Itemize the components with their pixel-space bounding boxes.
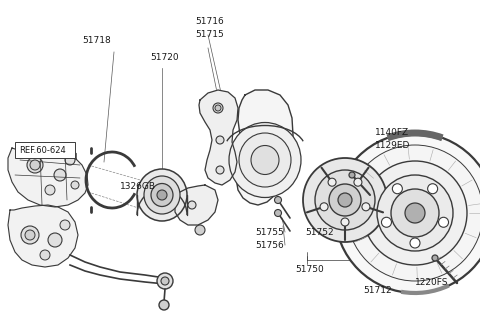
Circle shape: [347, 145, 480, 281]
Circle shape: [216, 136, 224, 144]
Text: 51712: 51712: [363, 286, 392, 295]
Circle shape: [54, 169, 66, 181]
Circle shape: [213, 103, 223, 113]
Ellipse shape: [229, 123, 301, 198]
Circle shape: [71, 181, 79, 189]
Circle shape: [159, 300, 169, 310]
Circle shape: [303, 158, 387, 242]
Text: 51718: 51718: [83, 36, 111, 45]
Text: 51756: 51756: [255, 241, 284, 250]
Circle shape: [275, 197, 281, 203]
Circle shape: [195, 225, 205, 235]
Circle shape: [161, 277, 169, 285]
Circle shape: [391, 189, 439, 237]
Circle shape: [382, 217, 392, 227]
Circle shape: [349, 172, 355, 178]
Circle shape: [26, 148, 34, 156]
Circle shape: [65, 155, 75, 165]
Polygon shape: [199, 90, 238, 185]
Circle shape: [328, 178, 336, 186]
Polygon shape: [8, 148, 88, 207]
Circle shape: [338, 193, 352, 207]
Circle shape: [157, 273, 173, 289]
Text: 51720: 51720: [150, 53, 179, 62]
Circle shape: [216, 166, 224, 174]
Text: 51752: 51752: [305, 228, 334, 237]
Ellipse shape: [239, 133, 291, 187]
Circle shape: [405, 203, 425, 223]
Circle shape: [432, 255, 438, 261]
Text: 1326GB: 1326GB: [120, 182, 156, 191]
Circle shape: [45, 185, 55, 195]
Polygon shape: [236, 90, 293, 205]
Circle shape: [25, 230, 35, 240]
Circle shape: [320, 203, 328, 211]
Circle shape: [30, 160, 40, 170]
Circle shape: [21, 226, 39, 244]
Circle shape: [410, 238, 420, 248]
Circle shape: [439, 217, 448, 227]
FancyBboxPatch shape: [15, 142, 75, 158]
Text: REF.60-624: REF.60-624: [19, 146, 66, 155]
Polygon shape: [8, 205, 78, 267]
Text: 51715: 51715: [195, 30, 224, 39]
Ellipse shape: [151, 183, 173, 206]
Circle shape: [392, 184, 402, 194]
Circle shape: [428, 184, 438, 194]
Circle shape: [275, 210, 281, 216]
Circle shape: [341, 218, 349, 226]
Text: 51750: 51750: [295, 265, 324, 274]
Polygon shape: [175, 185, 218, 225]
Circle shape: [315, 170, 375, 230]
Circle shape: [377, 175, 453, 251]
Circle shape: [363, 161, 467, 265]
Ellipse shape: [157, 190, 167, 200]
Circle shape: [48, 233, 62, 247]
Circle shape: [215, 105, 221, 111]
Text: 51716: 51716: [195, 17, 224, 26]
Circle shape: [354, 178, 362, 186]
Circle shape: [188, 201, 196, 209]
Text: 51755: 51755: [255, 228, 284, 237]
Circle shape: [60, 220, 70, 230]
Ellipse shape: [251, 146, 279, 175]
Text: 1129ED: 1129ED: [375, 141, 410, 150]
Circle shape: [329, 184, 361, 216]
Text: 1220FS: 1220FS: [415, 278, 448, 287]
Circle shape: [51, 148, 59, 156]
Circle shape: [27, 157, 43, 173]
Circle shape: [335, 133, 480, 293]
Circle shape: [40, 250, 50, 260]
Ellipse shape: [137, 169, 187, 221]
Circle shape: [362, 203, 370, 211]
Text: 1140FZ: 1140FZ: [375, 128, 409, 137]
Ellipse shape: [144, 176, 180, 214]
